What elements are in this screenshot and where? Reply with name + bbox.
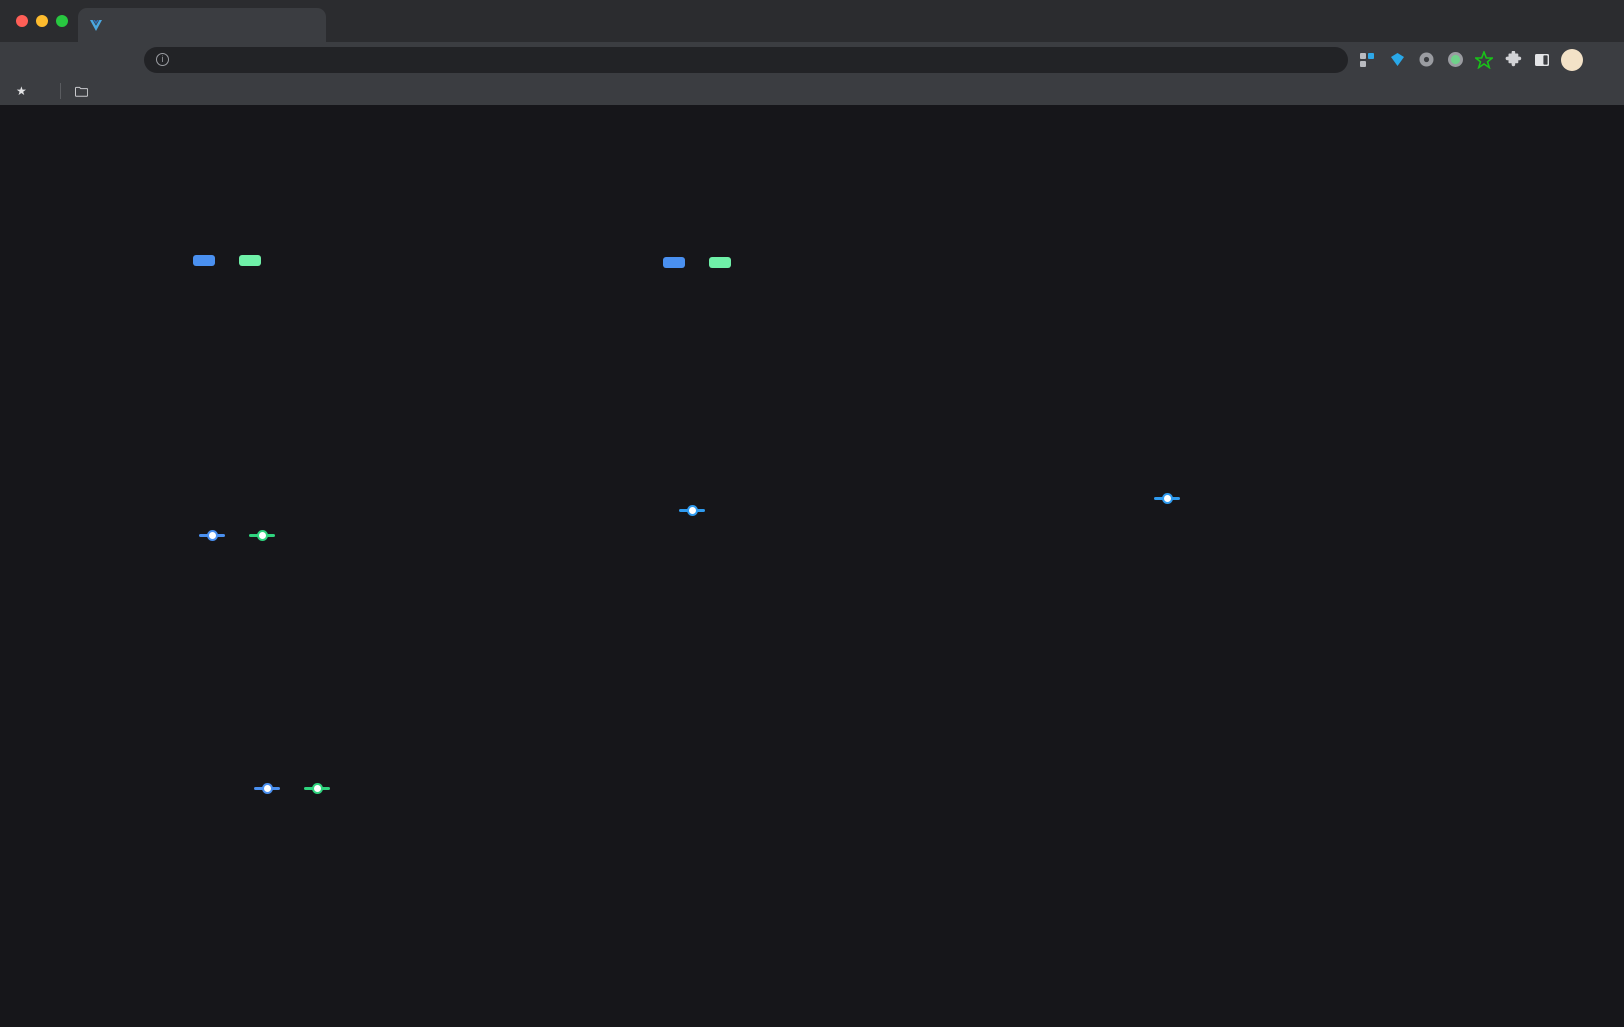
legend-swatch-data1 xyxy=(254,783,280,794)
window-traffic-lights xyxy=(12,0,78,42)
area-dual-chart xyxy=(95,794,495,979)
extension-grid-icon[interactable] xyxy=(1358,50,1378,70)
line-dual-chart xyxy=(30,541,450,726)
legend-bar-horizontal xyxy=(500,257,900,268)
legend-item-data1[interactable] xyxy=(254,783,286,794)
legend-area-dual xyxy=(95,783,495,794)
bar-vertical-chart xyxy=(20,266,440,471)
legend-swatch-data2 xyxy=(239,255,261,266)
legend-swatch-data2 xyxy=(304,783,330,794)
browser-chrome: i xyxy=(0,0,1624,105)
legend-swatch-data1 xyxy=(193,255,215,266)
progress-axis xyxy=(1000,263,1390,293)
legend-swatch-data1 xyxy=(199,530,225,541)
omnibox-actions xyxy=(1272,45,1336,75)
wheel-icon[interactable] xyxy=(1416,50,1436,70)
gauge-chart xyxy=(1035,735,1285,985)
maximize-window-button[interactable] xyxy=(56,15,68,27)
green-circle-icon[interactable] xyxy=(1445,50,1465,70)
legend-item-data2[interactable] xyxy=(239,255,267,266)
new-tab-button[interactable] xyxy=(334,10,364,40)
site-info-icon[interactable]: i xyxy=(156,53,169,66)
home-button[interactable] xyxy=(104,45,134,75)
sidepanel-icon[interactable] xyxy=(1532,50,1552,70)
forward-button[interactable] xyxy=(40,45,70,75)
legend-swatch-data1 xyxy=(663,257,685,268)
address-bar[interactable]: i xyxy=(144,45,1348,75)
legend-bar-vertical xyxy=(20,255,440,266)
legend-swatch-data1 xyxy=(679,505,705,516)
minimize-window-button[interactable] xyxy=(36,15,48,27)
folder-icon xyxy=(74,86,88,97)
browser-navbar: i xyxy=(0,42,1624,77)
reload-button[interactable] xyxy=(72,45,102,75)
puzzle-icon[interactable] xyxy=(1503,50,1523,70)
star-outline-icon[interactable] xyxy=(1474,50,1494,70)
share-icon[interactable] xyxy=(1272,45,1302,75)
chart-panel-area-dual xyxy=(95,783,495,984)
area-single-chart xyxy=(975,504,1365,684)
legend-swatch-data1 xyxy=(1154,493,1180,504)
chart-panel-bar-horizontal xyxy=(500,257,900,463)
legend-item-data2[interactable] xyxy=(249,530,281,541)
bar-horizontal-chart xyxy=(500,268,900,458)
legend-area-single xyxy=(975,493,1365,504)
chart-panel-gauge xyxy=(1035,735,1285,990)
bookmarks-manager-item[interactable]: ★ xyxy=(10,81,38,101)
chart-panel-progress xyxy=(1000,263,1390,298)
extensions-strip xyxy=(1358,48,1616,71)
legend-item-data2[interactable] xyxy=(709,257,737,268)
legend-line-dual xyxy=(30,530,450,541)
bookmarks-bar: ★ xyxy=(0,77,1624,105)
legend-swatch-data2 xyxy=(709,257,731,268)
bookmark-star-icon[interactable] xyxy=(1306,45,1336,75)
chart-panel-area-single xyxy=(975,493,1365,689)
legend-item-data2[interactable] xyxy=(304,783,336,794)
profile-avatar[interactable] xyxy=(1561,48,1583,71)
legend-item-data1[interactable] xyxy=(199,530,231,541)
donut-chart xyxy=(545,745,935,975)
legend-item-data1[interactable] xyxy=(679,505,711,516)
diamond-icon[interactable] xyxy=(1387,50,1407,70)
browser-tab[interactable] xyxy=(78,8,326,42)
dashboard-page xyxy=(0,105,1624,1027)
other-bookmarks-item[interactable] xyxy=(69,83,99,100)
legend-item-data1[interactable] xyxy=(1154,493,1186,504)
back-button[interactable] xyxy=(8,45,38,75)
bookmarks-divider xyxy=(59,83,61,99)
vue-favicon xyxy=(88,17,104,33)
close-window-button[interactable] xyxy=(16,15,28,27)
legend-item-data1[interactable] xyxy=(193,255,221,266)
star-icon: ★ xyxy=(16,84,27,98)
chart-panel-bar-vertical xyxy=(20,255,440,476)
legend-item-data1[interactable] xyxy=(663,257,691,268)
legend-swatch-data2 xyxy=(249,530,275,541)
chart-panel-line-gradient xyxy=(500,505,890,701)
line-gradient-chart xyxy=(500,516,890,696)
chart-panel-donut xyxy=(545,745,935,980)
browser-titlebar xyxy=(0,0,1624,42)
chart-panel-line-dual xyxy=(30,530,450,731)
legend-line-gradient xyxy=(500,505,890,516)
